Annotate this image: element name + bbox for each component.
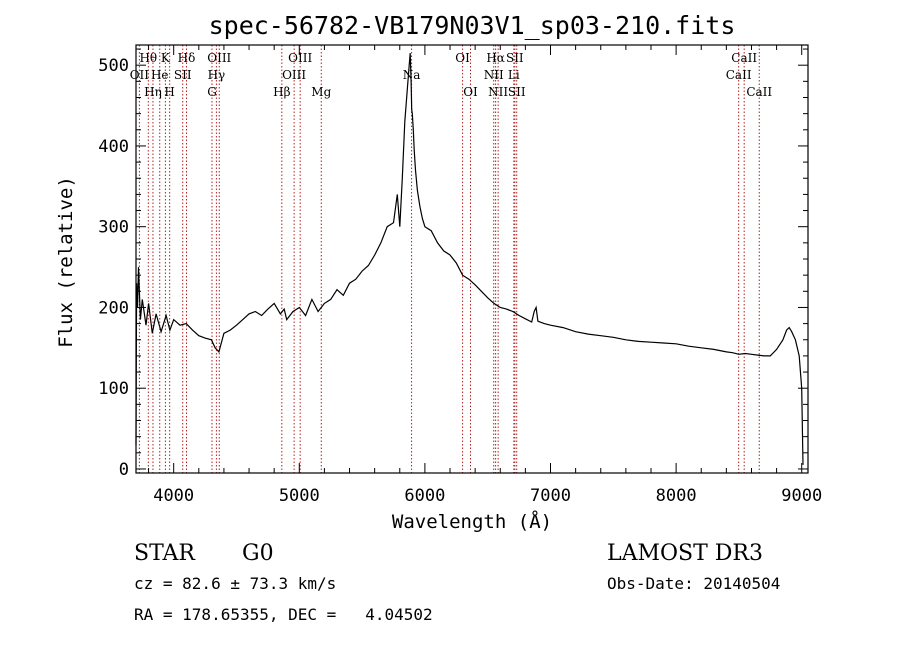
y-tick-label: 0 [119,460,129,480]
line-marker-label: Hη [144,85,162,99]
chart-title: spec-56782-VB179N03V1_sp03-210.fits [209,11,736,40]
line-marker-label: Na [403,68,421,82]
object-subclass: G0 [242,541,274,566]
spectrum-series-line [135,53,804,465]
line-marker-label: OIII [282,68,306,82]
object-class: STAR [134,541,196,566]
line-marker-label: CaII [726,68,752,82]
y-tick-label: 100 [98,379,129,399]
line-marker-label: Mg [311,85,331,99]
plot-frame [135,44,809,474]
x-tick-label: 6000 [404,486,445,506]
line-marker-label: H [164,85,174,99]
observation-date: Obs-Date: 20140504 [607,574,780,593]
line-marker-label: CaII [746,85,772,99]
line-marker-label: Hδ [178,51,196,65]
redshift-velocity: cz = 82.6 ± 73.3 km/s [134,574,336,593]
x-axis-label: Wavelength (Å) [392,510,552,533]
line-marker-label: Hθ [139,51,157,65]
x-tick-label: 8000 [656,486,697,506]
line-marker-label: SII [508,85,526,99]
line-marker-label: CaII [731,51,757,65]
spectral-line-labels: OIIHθHηHeKHSIIHδGHγOIIIHβOIIIOIIIMgNaOIO… [130,51,773,99]
x-tick-label: 7000 [530,486,571,506]
survey-name: LAMOST DR3 [607,541,763,566]
line-marker-label: Hγ [208,68,226,82]
x-tick-label: 9000 [781,486,822,506]
line-marker-label: He [151,68,169,82]
sky-coordinates: RA = 178.65355, DEC = 4.04502 [134,605,433,624]
x-axis-ticks: 4000 5000 6000 7000 8000 9000 [148,45,822,506]
line-marker-label: OI [455,51,470,65]
line-marker-label: Hα [486,51,505,65]
x-tick-label: 5000 [279,486,320,506]
y-axis-label: Flux (relative) [55,176,77,348]
line-marker-label: OI [463,85,478,99]
y-axis-ticks: 0 100 200 300 400 500 [98,48,808,480]
line-marker-label: OIII [207,51,231,65]
x-tick-label: 4000 [153,486,194,506]
y-tick-label: 200 [98,298,129,318]
line-marker-label: Hβ [273,85,290,99]
line-marker-label: G [207,85,217,99]
spectral-line-markers [138,45,760,473]
line-marker-label: SII [174,68,192,82]
y-tick-label: 300 [98,218,129,238]
line-marker-label: K [161,51,171,65]
line-marker-label: OIII [288,51,312,65]
line-marker-label: OII [130,68,150,82]
line-marker-label: Li [508,68,520,82]
line-marker-label: SII [506,51,524,65]
y-tick-label: 500 [98,56,129,76]
line-marker-label: NII [488,85,508,99]
line-marker-label: NII [484,68,504,82]
y-tick-label: 400 [98,137,129,157]
